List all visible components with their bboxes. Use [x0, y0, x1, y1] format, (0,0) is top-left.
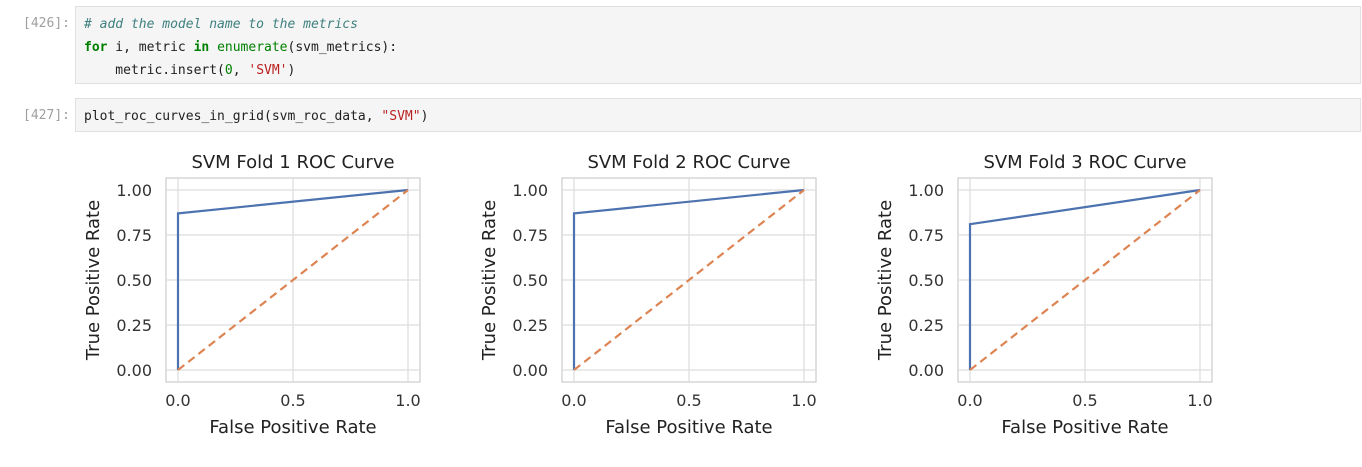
x-tick-label: 1.0 [395, 391, 420, 410]
chart-title: SVM Fold 1 ROC Curve [191, 152, 394, 173]
code-token: 'SVM' [248, 63, 288, 78]
y-tick-label: 0.50 [908, 271, 944, 290]
x-axis-label: False Positive Rate [1001, 417, 1168, 438]
y-tick-label: 0.25 [116, 316, 152, 335]
y-axis-label: True Positive Rate [479, 200, 500, 361]
cell-output: 0.00 0.25 0.50 0.75 1.00 0.0 0.5 1.0 SVM Fold 1 … [75, 138, 1275, 463]
roc-curve [572, 188, 805, 370]
x-tick-label: 0.0 [165, 391, 190, 410]
code-token: 0 [224, 63, 233, 78]
roc-curve [968, 188, 1201, 370]
cell-prompt: [427]: [23, 108, 70, 123]
code-token: ) [420, 109, 429, 124]
y-tick-label: 1.00 [908, 181, 944, 200]
chart-title: SVM Fold 3 ROC Curve [983, 152, 1186, 173]
y-tick-label: 0.00 [908, 361, 944, 380]
cell-prompt: [426]: [23, 16, 70, 31]
y-tick-label: 0.00 [512, 361, 548, 380]
roc-chart-1: 0.00 0.25 0.50 0.75 1.00 0.0 0.5 1.0 SVM Fold 1 … [83, 152, 421, 438]
x-axis-label: False Positive Rate [209, 417, 376, 438]
code-token: for [84, 40, 108, 55]
y-tick-label: 0.75 [116, 226, 152, 245]
code-token: plot_roc_curves_in_grid(svm_roc_data, [84, 109, 382, 124]
code-token: "SVM" [381, 109, 421, 124]
y-tick-label: 0.00 [116, 361, 152, 380]
x-tick-label: 0.5 [676, 391, 701, 410]
y-tick-label: 1.00 [116, 181, 152, 200]
code-source: plot_roc_curves_in_grid(svm_roc_data, "S… [76, 99, 1360, 134]
y-tick-label: 0.50 [512, 271, 548, 290]
code-token: metric.insert( [84, 63, 225, 78]
roc-chart-3: 0.00 0.25 0.50 0.75 1.00 0.0 0.5 1.0 SVM Fold 3 … [875, 152, 1213, 438]
x-tick-label: 1.0 [791, 391, 816, 410]
x-tick-label: 0.0 [957, 391, 982, 410]
code-input[interactable]: plot_roc_curves_in_grid(svm_roc_data, "S… [75, 98, 1361, 132]
code-token: i, metric [107, 40, 194, 55]
x-tick-label: 0.5 [1072, 391, 1097, 410]
roc-chart-2: 0.00 0.25 0.50 0.75 1.00 0.0 0.5 1.0 SVM Fold 2 … [479, 152, 817, 438]
y-axis-label: True Positive Rate [83, 200, 104, 361]
code-token: # add the model name to the metrics [84, 17, 358, 32]
x-tick-label: 1.0 [1187, 391, 1212, 410]
code-cell-427[interactable]: [427]: plot_roc_curves_in_grid(svm_roc_d… [0, 98, 1362, 132]
y-tick-label: 0.25 [908, 316, 944, 335]
chance-line [177, 189, 409, 371]
code-input[interactable]: # add the model name to the metrics for … [75, 6, 1361, 84]
x-axis-label: False Positive Rate [605, 417, 772, 438]
code-token: ) [287, 63, 296, 78]
chance-line [573, 189, 805, 371]
code-source: # add the model name to the metrics for … [76, 7, 1360, 88]
x-tick-label: 0.5 [280, 391, 305, 410]
chance-line [969, 189, 1201, 371]
code-token: (svm_metrics): [287, 40, 398, 55]
code-token: enumerate [217, 40, 288, 55]
y-tick-label: 1.00 [512, 181, 548, 200]
y-tick-label: 0.50 [116, 271, 152, 290]
chart-title: SVM Fold 2 ROC Curve [587, 152, 790, 173]
x-tick-label: 0.0 [561, 391, 586, 410]
y-axis-label: True Positive Rate [875, 200, 896, 361]
code-token: in [193, 40, 210, 55]
code-cell-426[interactable]: [426]: # add the model name to the metri… [0, 6, 1362, 84]
code-token [209, 40, 217, 55]
y-tick-label: 0.75 [908, 226, 944, 245]
y-tick-label: 0.25 [512, 316, 548, 335]
y-tick-label: 0.75 [512, 226, 548, 245]
roc-curve [176, 188, 409, 370]
code-token: , [232, 63, 249, 78]
roc-charts: 0.00 0.25 0.50 0.75 1.00 0.0 0.5 1.0 SVM Fold 1 … [83, 152, 1213, 438]
